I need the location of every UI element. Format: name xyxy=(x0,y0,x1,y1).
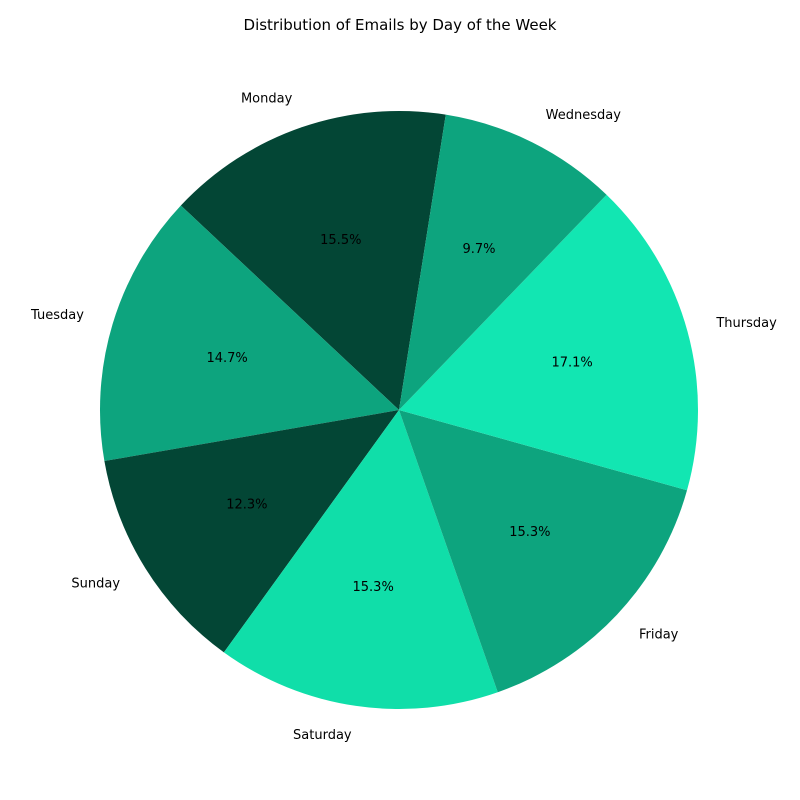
slice-label-saturday: Saturday xyxy=(293,728,352,743)
chart-title: Distribution of Emails by Day of the Wee… xyxy=(244,16,557,34)
slice-label-tuesday: Tuesday xyxy=(30,308,84,323)
slice-label-friday: Friday xyxy=(639,627,679,642)
slice-percent-saturday: 15.3% xyxy=(353,580,394,595)
pie-slice-saturday xyxy=(223,410,498,710)
pie-slice-wednesday xyxy=(399,114,607,410)
pie-slice-thursday xyxy=(399,194,698,491)
pie-labels: Monday 15.5% Tuesday 14.7% Sunday 12.3% Saturd… xyxy=(30,91,777,743)
pie-slice-monday xyxy=(180,110,446,410)
slice-label-wednesday: Wednesday xyxy=(546,108,622,123)
slice-percent-tuesday: 14.7% xyxy=(206,351,247,366)
slice-label-sunday: Sunday xyxy=(71,577,120,592)
slice-percent-thursday: 17.1% xyxy=(551,355,592,370)
pie-slices xyxy=(99,110,698,710)
slice-percent-wednesday: 9.7% xyxy=(462,242,495,257)
slice-label-thursday: Thursday xyxy=(715,316,777,331)
slice-percent-friday: 15.3% xyxy=(509,525,550,540)
slice-percent-monday: 15.5% xyxy=(320,233,361,248)
pie-slice-tuesday xyxy=(99,205,400,462)
slice-label-monday: Monday xyxy=(241,91,293,106)
slice-percent-sunday: 12.3% xyxy=(226,498,267,513)
pie-slice-friday xyxy=(399,410,688,693)
pie-slice-sunday xyxy=(104,410,400,653)
